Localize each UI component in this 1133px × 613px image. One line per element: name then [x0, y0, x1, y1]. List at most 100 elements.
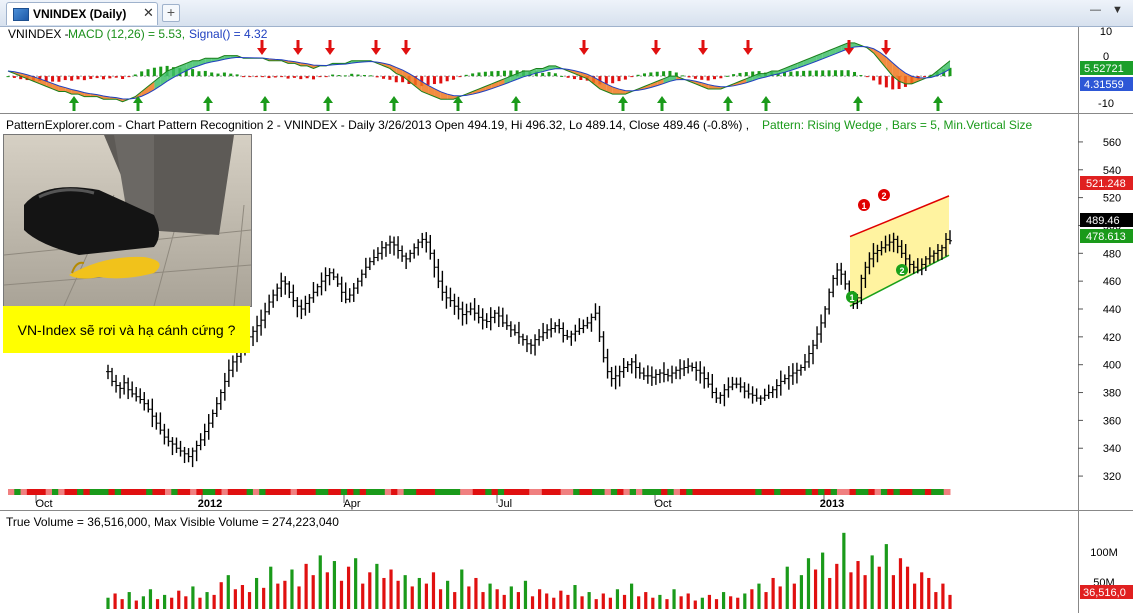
trend-strip-segment	[165, 489, 172, 495]
trend-strip-segment	[761, 489, 769, 495]
maximize-icon[interactable]: ▼	[1112, 4, 1123, 16]
macd-histogram-bar	[286, 76, 290, 79]
macd-histogram-bar	[859, 75, 863, 77]
volume-bar	[835, 563, 839, 609]
macd-histogram-bar	[140, 71, 144, 77]
trend-strip-segment	[592, 489, 599, 495]
volume-bar	[311, 575, 315, 609]
volume-bar	[368, 572, 372, 609]
price-tick-label: 520	[1103, 193, 1121, 205]
trend-strip-segment	[259, 489, 266, 495]
trend-strip-segment	[403, 489, 411, 495]
volume-bar	[191, 586, 195, 609]
trend-strip-segment	[610, 489, 618, 495]
buy-arrow	[69, 96, 79, 103]
minimize-icon[interactable]: —	[1090, 4, 1101, 16]
trend-strip-segment	[8, 489, 15, 495]
sell-arrow-stem	[847, 40, 851, 48]
volume-bar	[700, 597, 704, 609]
signal-badge	[1080, 77, 1133, 91]
trend-strip-segment	[14, 489, 22, 495]
trend-strip-segment	[636, 489, 643, 495]
volume-bar	[219, 582, 223, 609]
sell-arrow-stem	[582, 40, 586, 48]
sell-arrow	[325, 48, 335, 55]
sell-arrow-stem	[328, 40, 332, 48]
trend-strip-segment	[372, 489, 380, 495]
macd-histogram-bar	[401, 76, 405, 83]
macd-histogram-bar	[337, 75, 341, 77]
volume-bar	[757, 583, 761, 609]
volume-bar	[127, 592, 131, 609]
macd-histogram-bar	[872, 76, 876, 81]
volume-bar	[629, 583, 634, 609]
trend-strip-segment	[874, 489, 882, 495]
volume-bar	[707, 594, 712, 609]
trend-strip-segment	[780, 489, 788, 495]
volume-bar	[594, 599, 598, 609]
macd-plot	[6, 40, 952, 111]
trend-strip-segment	[278, 489, 285, 495]
trend-strip-segment	[139, 489, 147, 495]
trend-strip-segment	[102, 489, 109, 495]
macd-histogram-bar	[299, 76, 303, 80]
macd-histogram-bar	[751, 71, 755, 77]
sell-arrow	[579, 48, 589, 55]
volume-bar	[403, 575, 407, 609]
add-tab-button[interactable]: +	[162, 4, 180, 22]
trend-strip-segment	[887, 489, 894, 495]
trend-strip-segment	[585, 489, 593, 495]
volume-bar	[389, 569, 393, 609]
pattern-header: Pattern: Rising Wedge , Bars = 5, Min.Ve…	[762, 118, 1033, 132]
volume-bar	[658, 594, 662, 609]
volume-bar	[884, 544, 888, 609]
macd-histogram-bar	[70, 76, 74, 81]
trend-strip-segment	[472, 489, 480, 495]
volume-bar	[495, 589, 499, 609]
volume-bar	[205, 592, 209, 609]
tab-vnindex[interactable]: VNINDEX (Daily) ✕	[6, 2, 158, 25]
macd-histogram-bar	[133, 74, 137, 77]
macd-histogram-bar	[789, 71, 793, 77]
trend-strip-segment	[755, 489, 763, 495]
trend-strip-segment	[485, 489, 493, 495]
macd-histogram-bar	[76, 76, 80, 80]
price-tick-label: 560	[1103, 137, 1121, 149]
volume-bar	[601, 593, 605, 609]
signal-line	[7, 45, 951, 100]
buy-arrow-stem	[392, 103, 396, 111]
buy-arrow-stem	[856, 103, 860, 111]
trend-strip-segment	[899, 489, 907, 495]
signal-badge-text: 4.31559	[1084, 79, 1124, 91]
trend-strip-segment	[121, 489, 128, 495]
volume-bar	[446, 580, 450, 609]
volume-bar	[651, 597, 655, 609]
trend-strip-segment	[598, 489, 606, 495]
price-tick-label: 480	[1103, 248, 1121, 260]
volume-bar	[424, 583, 429, 609]
macd-histogram-bar	[152, 67, 156, 77]
volume-header: True Volume = 36,516,000, Max Visible Vo…	[6, 515, 339, 529]
buy-arrow-stem	[326, 103, 330, 111]
trend-strip-segment	[479, 489, 486, 495]
volume-bar	[453, 592, 457, 609]
trend-strip-segment	[45, 489, 53, 495]
macd-histogram-bar	[273, 76, 277, 78]
sell-arrow-stem	[701, 40, 705, 48]
trend-strip-segment	[566, 489, 574, 495]
trend-strip-segment	[497, 489, 505, 495]
macd-histogram-bar	[668, 70, 672, 77]
trend-strip-segment	[378, 489, 386, 495]
volume-bar	[842, 532, 846, 609]
price-tick-label: 460	[1103, 276, 1121, 288]
trend-strip-segment	[548, 489, 555, 495]
sell-arrow-stem	[884, 40, 888, 48]
trend-strip-segment	[843, 489, 851, 495]
macd-histogram-bar	[636, 74, 640, 77]
volume-bar	[934, 592, 938, 609]
close-icon[interactable]: ✕	[143, 5, 154, 20]
trend-strip-segment	[315, 489, 323, 495]
volume-bar	[849, 572, 853, 609]
price-tick-label: 420	[1103, 332, 1121, 344]
signal-value-text: Signal() = 4.32	[189, 27, 268, 41]
